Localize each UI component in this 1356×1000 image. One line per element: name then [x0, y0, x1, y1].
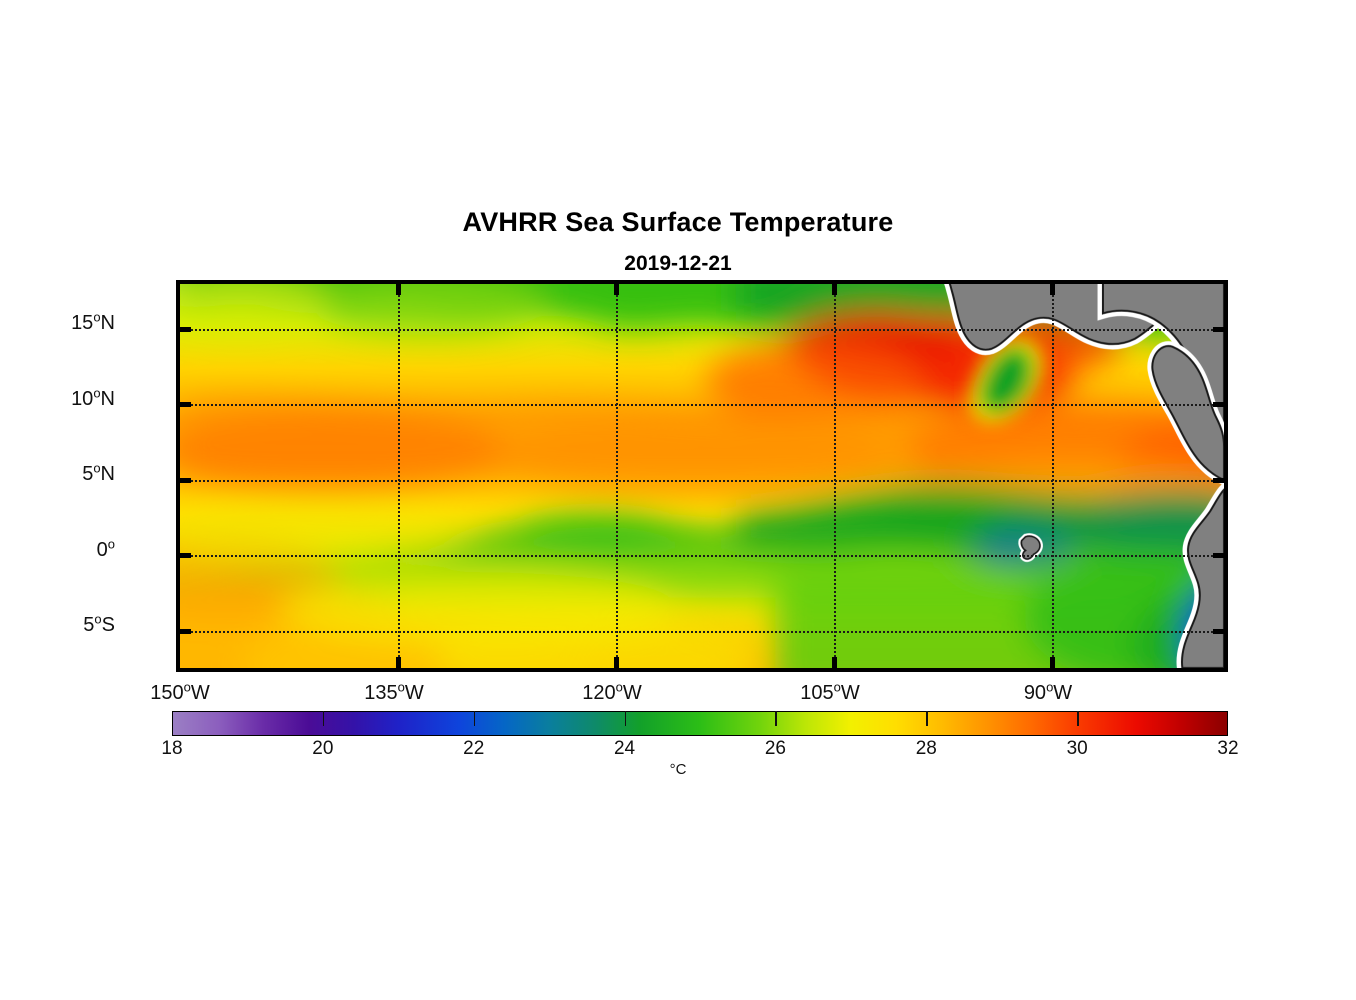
ytick-label-15N: 15oN: [71, 309, 115, 334]
xtick-135W: [396, 657, 401, 668]
xtick-120W: [614, 657, 619, 668]
sst-field: [180, 284, 1224, 668]
ytick-label-5N: 5oN: [82, 460, 115, 485]
xtick-label-150W: 150oW: [150, 679, 210, 704]
xtick-label-105W: 105oW: [800, 679, 860, 704]
colorbar-tick-28: [926, 711, 928, 726]
colorbar-label-22: 22: [463, 738, 485, 759]
xtick-top-90W: [1050, 284, 1055, 295]
colorbar-gradient: [173, 712, 1227, 735]
colorbar-tick-30: [1077, 711, 1079, 726]
colorbar-label-28: 28: [915, 738, 937, 759]
ytick-label-10N: 10oN: [71, 385, 115, 410]
ytick-5S: [180, 629, 191, 634]
xtick-label-135W: 135oW: [364, 679, 424, 704]
ytick-0: [180, 553, 191, 558]
colorbar-label-20: 20: [312, 738, 334, 759]
colorbar-tick-26: [775, 711, 777, 726]
colorbar-label-18: 18: [161, 738, 183, 759]
colorbar-tick-24: [624, 711, 627, 726]
ytick-label-5S: 5oS: [83, 611, 115, 636]
colorbar-label-24: 24: [613, 738, 636, 759]
colorbar-label-32: 32: [1217, 738, 1239, 759]
xtick-label-120W: 120oW: [582, 679, 642, 704]
ytick-right-5N: [1213, 478, 1224, 483]
xtick-top-120W: [614, 284, 619, 295]
ytick-right-10N: [1213, 402, 1224, 407]
colorbar-tick-20: [322, 711, 325, 726]
ytick-right-5S: [1213, 629, 1224, 634]
xtick-top-135W: [396, 284, 401, 295]
ytick-10N: [180, 402, 191, 407]
colorbar: [172, 711, 1228, 736]
colorbar-tick-22: [473, 711, 476, 726]
xtick-label-90W: 90oW: [1023, 679, 1073, 704]
ytick-right-0: [1213, 553, 1224, 558]
xtick-90W: [1050, 657, 1055, 668]
xtick-top-105W: [832, 284, 837, 295]
ytick-15N: [180, 327, 191, 332]
ytick-5N: [180, 478, 191, 483]
ytick-label-0: 0o: [96, 536, 115, 561]
colorbar-unit-label: °C: [669, 761, 687, 778]
colorbar-label-30: 30: [1066, 738, 1088, 759]
ytick-right-15N: [1213, 327, 1224, 332]
map-axes: [176, 280, 1228, 672]
page-subtitle: 2019-12-21: [624, 252, 732, 275]
sst-raster: [180, 284, 1224, 668]
colorbar-label-26: 26: [764, 738, 786, 759]
page-title: AVHRR Sea Surface Temperature: [462, 207, 894, 237]
xtick-105W: [832, 657, 837, 668]
